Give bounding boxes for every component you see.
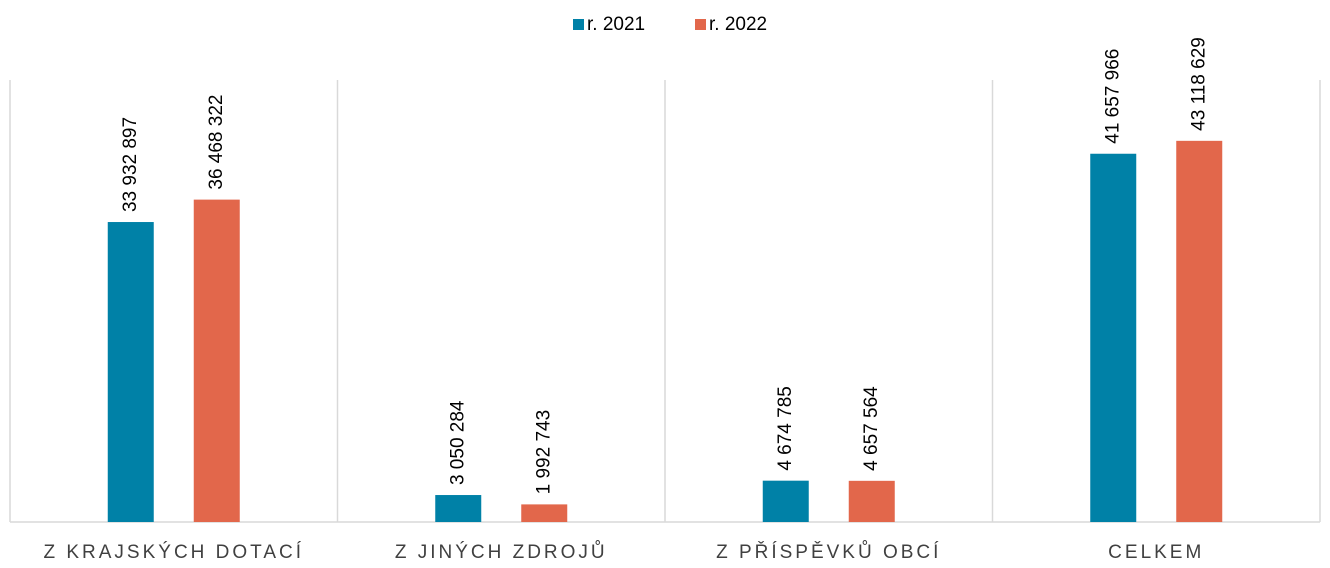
legend-label: r. 2022 <box>709 14 767 35</box>
legend-label: r. 2021 <box>587 14 645 35</box>
data-label: 3 050 284 <box>447 400 468 485</box>
x-tick-label: CELKEM <box>1108 542 1204 563</box>
data-label: 41 657 966 <box>1102 49 1123 144</box>
data-label: 4 674 785 <box>775 386 796 471</box>
bar <box>1176 140 1223 523</box>
legend-swatch <box>695 19 706 30</box>
bar <box>107 222 154 522</box>
data-label: 4 657 564 <box>861 386 882 471</box>
x-tick-label: Z KRAJSKÝCH DOTACÍ <box>43 542 304 563</box>
data-label: 1 992 743 <box>533 410 554 495</box>
data-label: 43 118 629 <box>1188 37 1209 131</box>
legend-swatch <box>573 19 584 30</box>
x-tick-label: Z PŘÍSPĚVKŮ OBCÍ <box>716 541 941 563</box>
data-label: 36 468 322 <box>206 95 227 190</box>
bar <box>848 480 895 522</box>
x-tick-label: Z JINÝCH ZDROJŮ <box>395 541 608 563</box>
bar <box>1090 153 1137 522</box>
bar <box>521 504 568 522</box>
bar <box>762 480 809 522</box>
bar <box>193 199 240 522</box>
bar <box>435 495 482 522</box>
data-label: 33 932 897 <box>120 117 141 212</box>
